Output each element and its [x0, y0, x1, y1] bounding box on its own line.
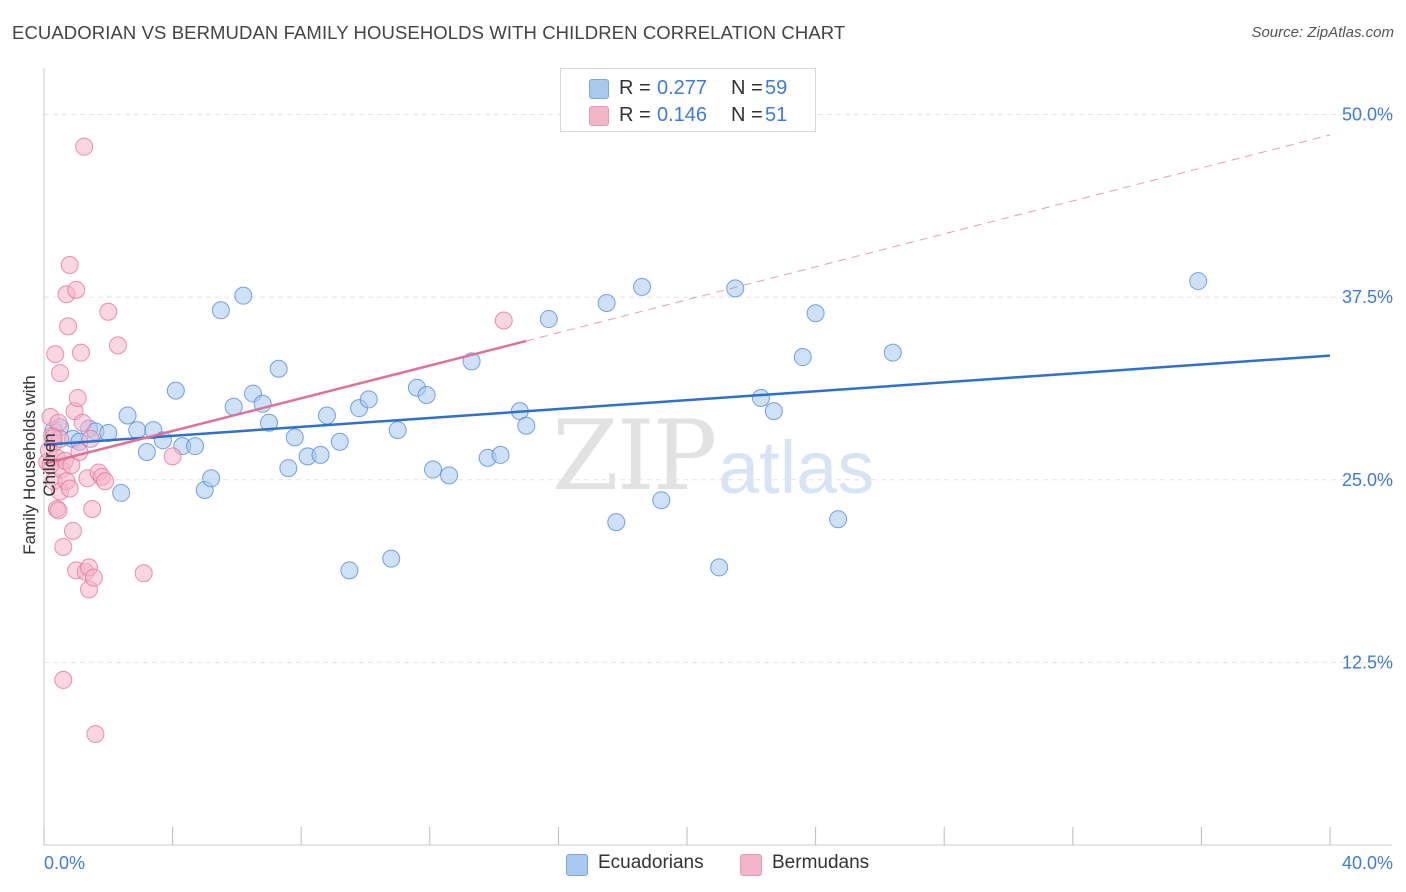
- ecuadorians-point: [1189, 272, 1208, 291]
- ecuadorians-point: [751, 388, 770, 407]
- ecuadorians-point: [491, 445, 510, 464]
- bermudans-point: [51, 364, 70, 383]
- bermudans-point: [83, 499, 102, 518]
- ecuadorians-point: [118, 406, 137, 425]
- ecuadorians-point: [607, 513, 626, 532]
- r-label: R =: [619, 104, 651, 126]
- bermudans-point: [86, 724, 105, 743]
- n-label: N =: [731, 77, 763, 99]
- ecuadorians-point: [137, 443, 156, 462]
- bermudans-point: [60, 256, 79, 275]
- n-value: 59: [765, 77, 788, 99]
- bermudans-point: [68, 388, 87, 407]
- r-value: 0.277: [657, 77, 708, 99]
- bermudans-point: [84, 568, 103, 587]
- bermudans-point: [71, 343, 90, 362]
- y-tick-label: 12.5%: [1342, 652, 1393, 672]
- ecuadorians-point: [279, 459, 298, 478]
- ecuadorians-point: [330, 432, 349, 451]
- bermudans-point: [81, 429, 100, 448]
- bermudans-point: [75, 137, 94, 156]
- ecuadorians-point: [710, 558, 729, 577]
- bermudans-point: [99, 302, 118, 321]
- bermudans-point: [96, 472, 115, 491]
- r-label: R =: [619, 77, 651, 99]
- ecuadorians-point: [260, 413, 279, 432]
- ecuadorians-point: [652, 491, 671, 510]
- bermudans-point: [46, 345, 65, 364]
- stats-legend-row-ecuadorians: R = 0.277 N = 59: [561, 75, 815, 102]
- ecuadorians-point: [202, 469, 221, 488]
- ecuadorians-point: [517, 416, 536, 435]
- chart-source: Source: ZipAtlas.com: [1251, 24, 1394, 41]
- bermudans-point: [108, 336, 127, 355]
- bermudans-point: [59, 317, 78, 336]
- bermudans-point: [134, 564, 153, 583]
- chart-title: ECUADORIAN VS BERMUDAN FAMILY HOUSEHOLDS…: [12, 22, 846, 43]
- ecuadorians-point: [726, 279, 745, 298]
- x-tick-label: 40.0%: [1342, 853, 1393, 873]
- ecuadorians-point: [806, 304, 825, 323]
- ecuadorians-point: [793, 348, 812, 367]
- ecuadorians-point: [211, 301, 230, 320]
- ecuadorians-swatch: [589, 79, 609, 99]
- ecuadorians-point: [382, 549, 401, 568]
- bermudans-point: [44, 428, 63, 447]
- ecuadorians-point: [359, 390, 378, 409]
- bermudans-point: [60, 479, 79, 498]
- watermark-atlas: atlas: [718, 426, 875, 509]
- stats-legend-row-bermudans: R = 0.146 N = 51: [561, 102, 815, 129]
- ecuadorians-point: [128, 421, 147, 440]
- bermudans-point: [73, 413, 92, 432]
- bermudans-point: [67, 280, 86, 299]
- ecuadorians-point: [539, 310, 558, 329]
- bermudans-point: [163, 447, 182, 466]
- bermudans-trend-extension: [526, 134, 1331, 342]
- r-value: 0.146: [657, 104, 708, 126]
- ecuadorians-point: [234, 286, 253, 305]
- bermudans-legend-swatch: [740, 854, 762, 876]
- ecuadorians-point: [311, 445, 330, 464]
- y-tick-label: 37.5%: [1342, 287, 1393, 307]
- bermudans-point: [49, 501, 68, 520]
- bermudans-swatch: [589, 106, 609, 126]
- ecuadorians-legend-swatch: [566, 854, 588, 876]
- ecuadorians-point: [340, 561, 359, 580]
- ecuadorians-point: [829, 510, 848, 529]
- n-value: 51: [765, 104, 788, 126]
- ecuadorians-point: [388, 421, 407, 440]
- bermudans-point: [54, 537, 73, 556]
- ecuadorians-trend-line: [43, 354, 1331, 446]
- ecuadorians-point: [632, 277, 651, 296]
- ecuadorians-point: [317, 406, 336, 425]
- ecuadorians-point: [112, 483, 131, 502]
- n-label: N =: [731, 104, 763, 126]
- ecuadorians-point: [597, 293, 616, 312]
- bermudans-point: [494, 311, 513, 330]
- ecuadorians-point: [883, 343, 902, 362]
- ecuadorians-point: [417, 386, 436, 405]
- ecuadorians-point: [99, 424, 118, 443]
- y-tick-label: 50.0%: [1342, 105, 1393, 125]
- bermudans-point: [54, 670, 73, 689]
- stats-legend: R = 0.277 N = 59 R = 0.146 N = 51: [560, 68, 816, 132]
- ecuadorians-point: [285, 428, 304, 447]
- y-tick-label: 25.0%: [1342, 470, 1393, 490]
- ecuadorians-point: [269, 359, 288, 378]
- ecuadorians-point: [424, 460, 443, 479]
- ecuadorians-point: [186, 437, 205, 456]
- x-tick-label: 0.0%: [44, 853, 85, 873]
- bermudans-point: [63, 521, 82, 540]
- ecuadorians-point: [166, 381, 185, 400]
- y-axis-label: Family Households with Children: [20, 375, 59, 555]
- legend-label: Bermudans: [772, 852, 870, 873]
- ecuadorians-point: [764, 402, 783, 421]
- bermudans-trend-line: [43, 339, 527, 465]
- legend-label: Ecuadorians: [598, 852, 704, 873]
- watermark-zip: ZIP: [552, 400, 717, 512]
- ecuadorians-point: [440, 466, 459, 485]
